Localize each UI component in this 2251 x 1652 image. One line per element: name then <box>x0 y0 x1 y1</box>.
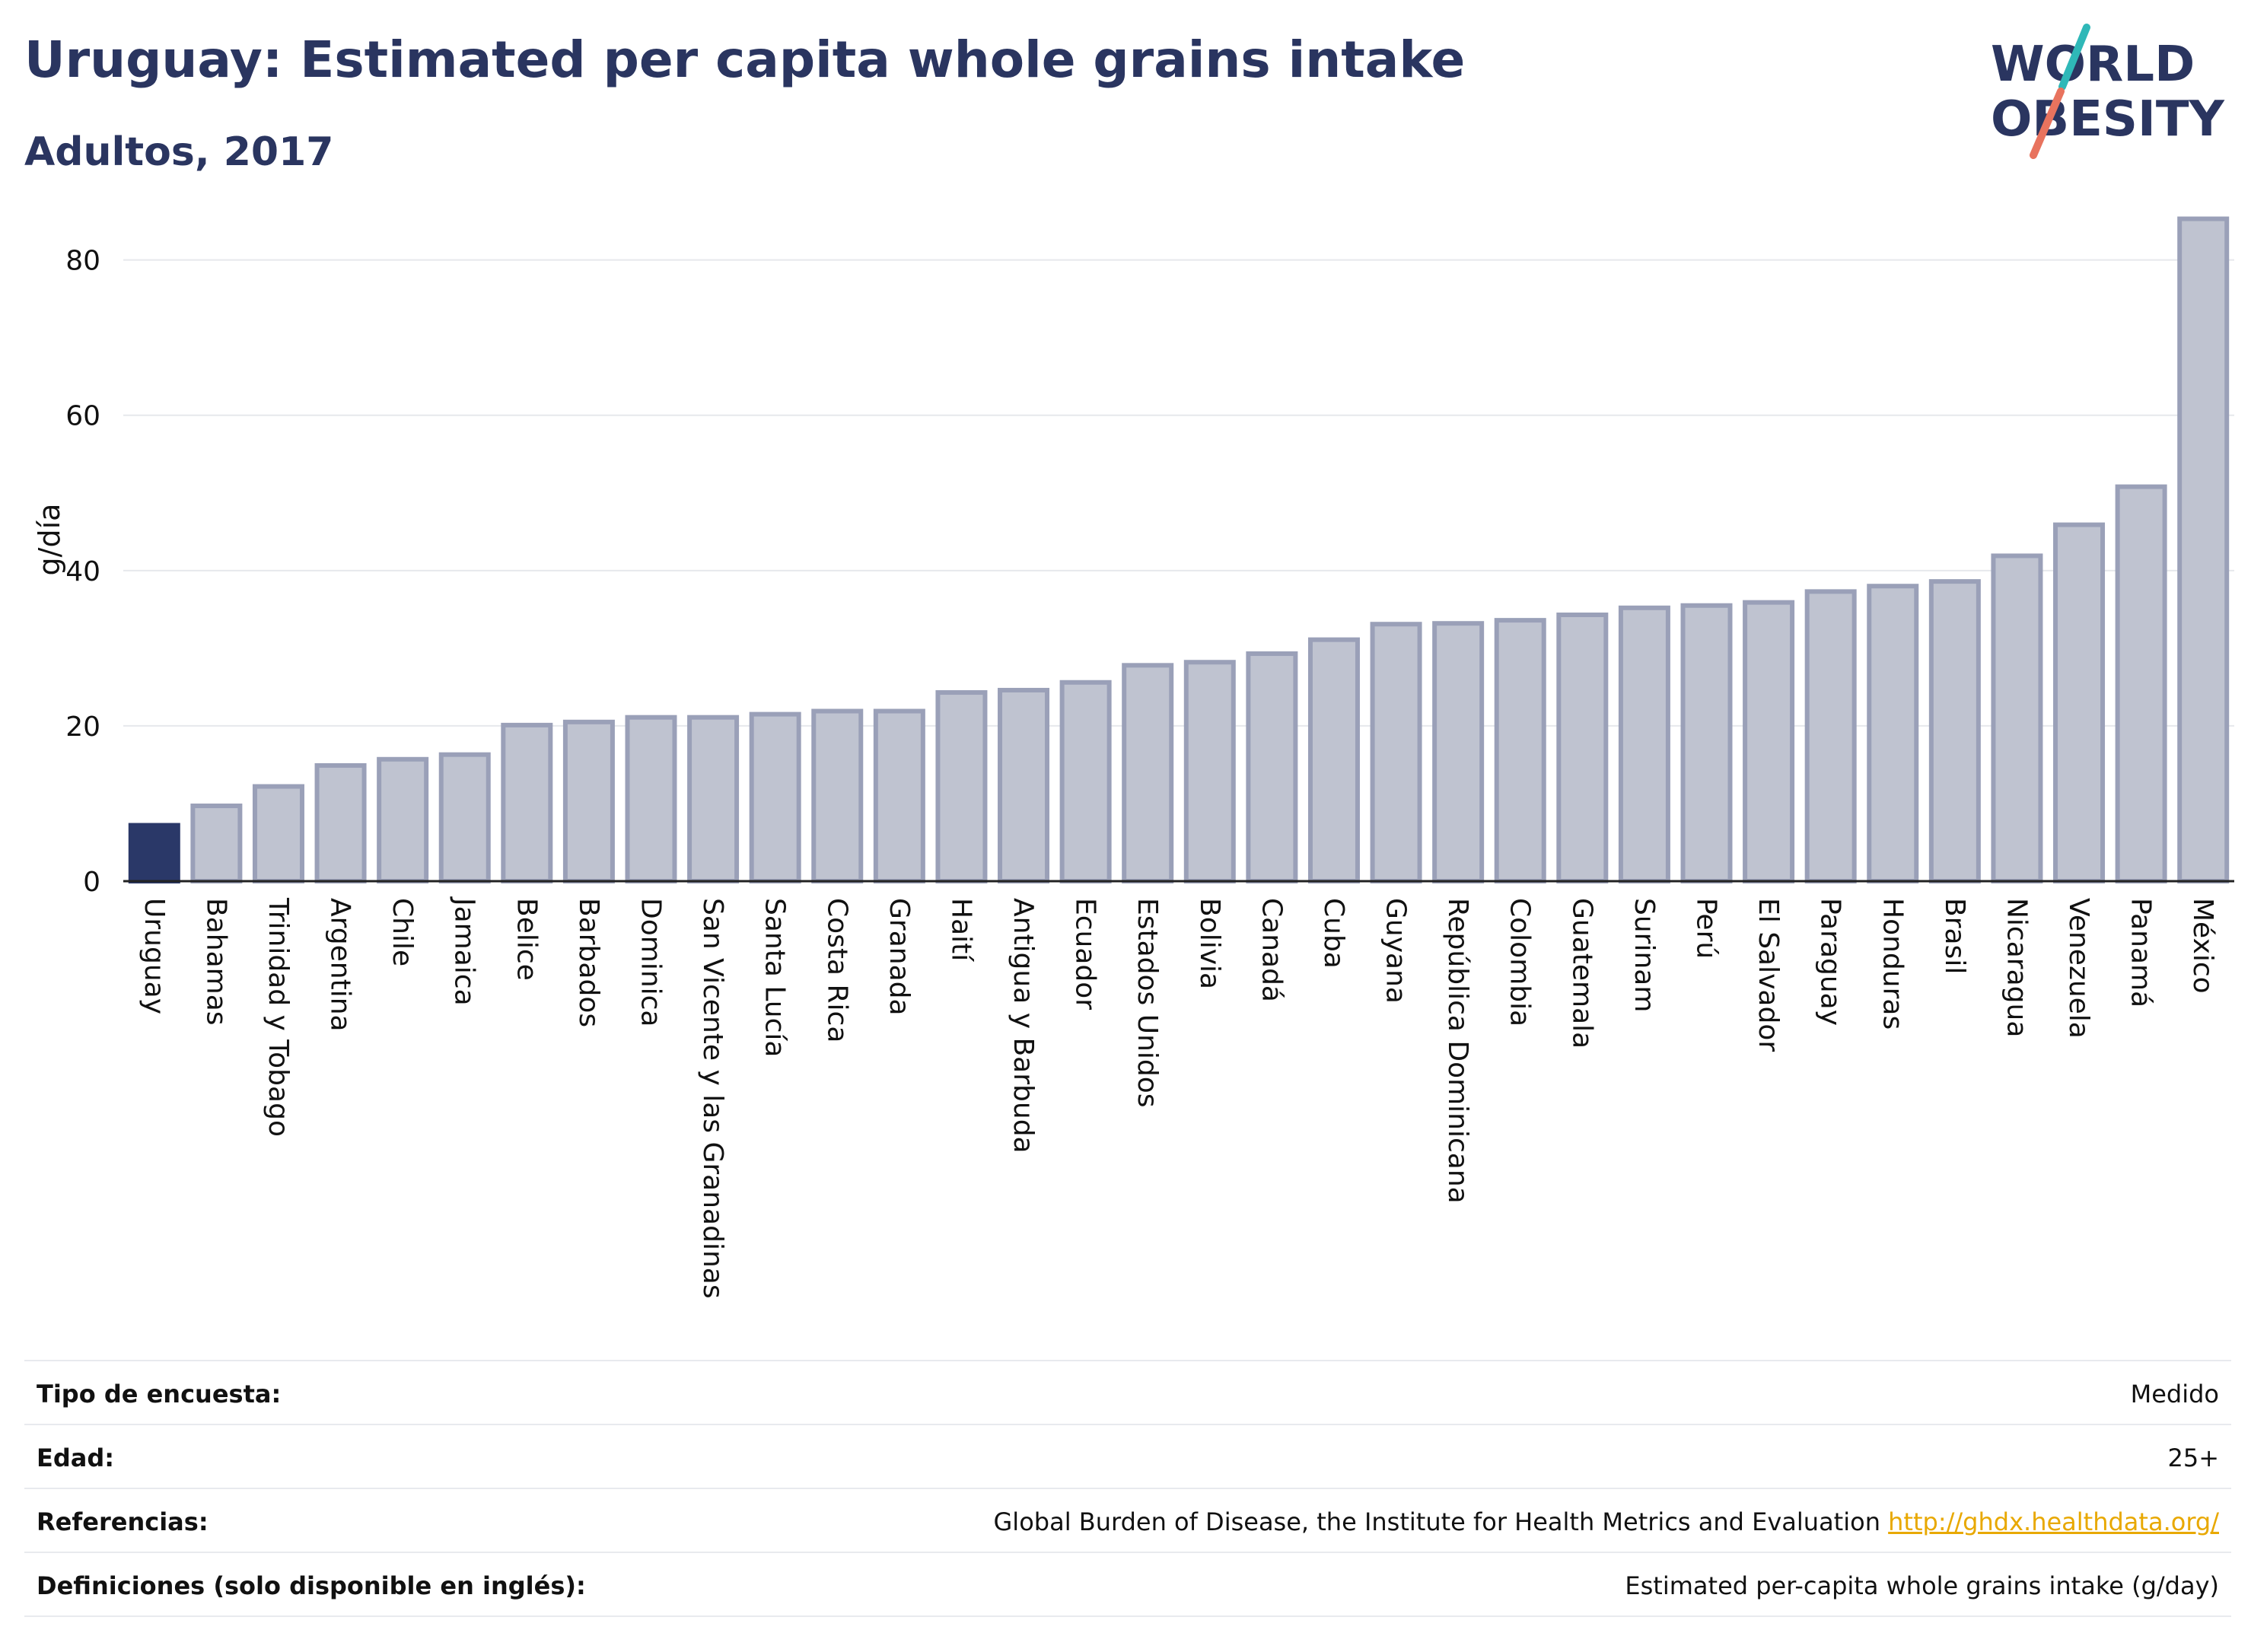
x-tick-label: Bolivia <box>1194 898 1225 989</box>
x-tick-label: San Vicente y las Granadinas <box>697 898 728 1299</box>
bar-7 <box>562 719 615 883</box>
x-tick-label: Guyana <box>1380 898 1412 1004</box>
info-label: Referencias: <box>37 1507 209 1536</box>
bar-23 <box>1556 612 1609 883</box>
bar-13 <box>935 690 988 883</box>
bar-30 <box>1991 553 2043 884</box>
x-tick-label: Honduras <box>1877 898 1908 1030</box>
logo-slash-coral <box>2030 88 2065 159</box>
x-tick-label: Granada <box>884 898 915 1016</box>
x-tick-label: Belice <box>511 898 542 981</box>
bar-11 <box>811 708 864 883</box>
bar-1 <box>190 804 243 883</box>
info-row-survey-type: Tipo de encuesta: Medido <box>24 1360 2231 1424</box>
bar-2 <box>252 784 304 883</box>
bar-9 <box>687 715 740 883</box>
info-value: Global Burden of Disease, the Institute … <box>994 1507 2220 1536</box>
info-table: Tipo de encuesta: Medido Edad: 25+ Refer… <box>24 1360 2231 1617</box>
x-tick-label: Cuba <box>1318 898 1349 969</box>
bar-16 <box>1122 663 1174 884</box>
x-tick-label: Costa Rica <box>821 898 852 1042</box>
bar-32 <box>2115 484 2167 883</box>
x-tick-label: Canadá <box>1256 898 1287 1002</box>
bar-31 <box>2053 522 2106 884</box>
bar-0 <box>128 823 180 883</box>
bar-29 <box>1928 579 1981 883</box>
bar-18 <box>1246 651 1298 884</box>
x-tick-label: Bahamas <box>200 898 231 1026</box>
x-tick-label: República Dominicana <box>1442 898 1473 1204</box>
x-tick-label: El Salvador <box>1753 898 1784 1052</box>
bar-22 <box>1494 618 1546 883</box>
bar-21 <box>1432 621 1485 884</box>
bar-20 <box>1370 622 1422 883</box>
x-tick-label: Panamá <box>2125 898 2157 1007</box>
x-tick-label: Jamaica <box>449 896 480 1006</box>
x-tick-label: México <box>2187 898 2218 994</box>
bar-8 <box>625 715 677 883</box>
info-label: Definiciones (solo disponible en inglés)… <box>37 1571 586 1600</box>
info-row-definitions: Definiciones (solo disponible en inglés)… <box>24 1552 2231 1617</box>
logo-slash-teal <box>2058 24 2090 91</box>
bar-17 <box>1183 660 1236 883</box>
logo-line1: WORLD <box>1991 37 2195 93</box>
y-axis-label: g/día <box>33 504 66 576</box>
bar-24 <box>1618 605 1670 883</box>
y-tick-label: 60 <box>65 401 100 432</box>
reference-link[interactable]: http://ghdx.healthdata.org/ <box>1888 1507 2219 1536</box>
info-value: Estimated per-capita whole grains intake… <box>1625 1571 2219 1600</box>
bar-28 <box>1867 584 1919 884</box>
x-tick-label: Haití <box>945 898 976 962</box>
x-tick-label: Trinidad y Tobago <box>263 897 294 1137</box>
bar-10 <box>749 711 801 884</box>
y-tick-label: 40 <box>65 556 100 587</box>
x-tick-label: Brasil <box>1939 898 1970 974</box>
reference-text: Global Burden of Disease, the Institute … <box>993 1507 1880 1536</box>
info-value: 25+ <box>2167 1444 2219 1472</box>
chart-subtitle: Adultos, 2017 <box>24 129 334 175</box>
chart-title: Uruguay: Estimated per capita whole grai… <box>24 30 1466 89</box>
bar-14 <box>998 687 1050 884</box>
x-tick-label: Dominica <box>635 898 667 1027</box>
info-label: Edad: <box>37 1444 115 1472</box>
bar-27 <box>1804 589 1857 884</box>
x-tick-label: Estados Unidos <box>1132 898 1163 1108</box>
world-obesity-logo: WORLD OBESITY <box>1991 24 2224 159</box>
bar-5 <box>438 752 491 883</box>
bar-chart: 0 20 40 60 80 g/día Uruguay Bahamas Trinidad y T… <box>33 216 2234 1299</box>
x-tick-label: Venezuela <box>2063 898 2094 1039</box>
bar-15 <box>1059 680 1112 883</box>
x-tick-label: Argentina <box>325 898 356 1032</box>
x-tick-label: Barbados <box>573 898 604 1027</box>
x-tick-label: Santa Lucía <box>759 898 791 1057</box>
bar-26 <box>1743 600 1795 883</box>
x-tick-label: Uruguay <box>138 898 170 1014</box>
x-tick-label: Surinam <box>1629 898 1660 1012</box>
y-tick-label: 20 <box>65 711 100 743</box>
x-tick-label: Perú <box>1691 898 1722 959</box>
bar-4 <box>377 756 429 883</box>
bar-33 <box>2177 216 2230 884</box>
bar-25 <box>1680 603 1733 883</box>
x-tick-label: Ecuador <box>1070 898 1101 1010</box>
x-tick-label: Antigua y Barbuda <box>1008 898 1039 1154</box>
x-tick-label: Paraguay <box>1815 898 1846 1026</box>
bar-19 <box>1307 637 1360 883</box>
x-tick-label: Nicaragua <box>2001 898 2032 1037</box>
x-tick-label: Colombia <box>1504 898 1536 1027</box>
bar-3 <box>314 762 367 883</box>
x-tick-label: Guatemala <box>1566 898 1597 1049</box>
info-label: Tipo de encuesta: <box>37 1380 282 1408</box>
info-value: Medido <box>2130 1380 2219 1408</box>
bar-12 <box>873 708 925 883</box>
logo-line2: OBESITY <box>1991 91 2224 148</box>
info-row-references: Referencias: Global Burden of Disease, t… <box>24 1488 2231 1552</box>
y-tick-label: 80 <box>65 246 100 277</box>
info-row-age: Edad: 25+ <box>24 1424 2231 1488</box>
y-tick-label: 0 <box>83 867 100 898</box>
x-tick-label: Chile <box>387 898 418 966</box>
bar-6 <box>501 722 553 883</box>
